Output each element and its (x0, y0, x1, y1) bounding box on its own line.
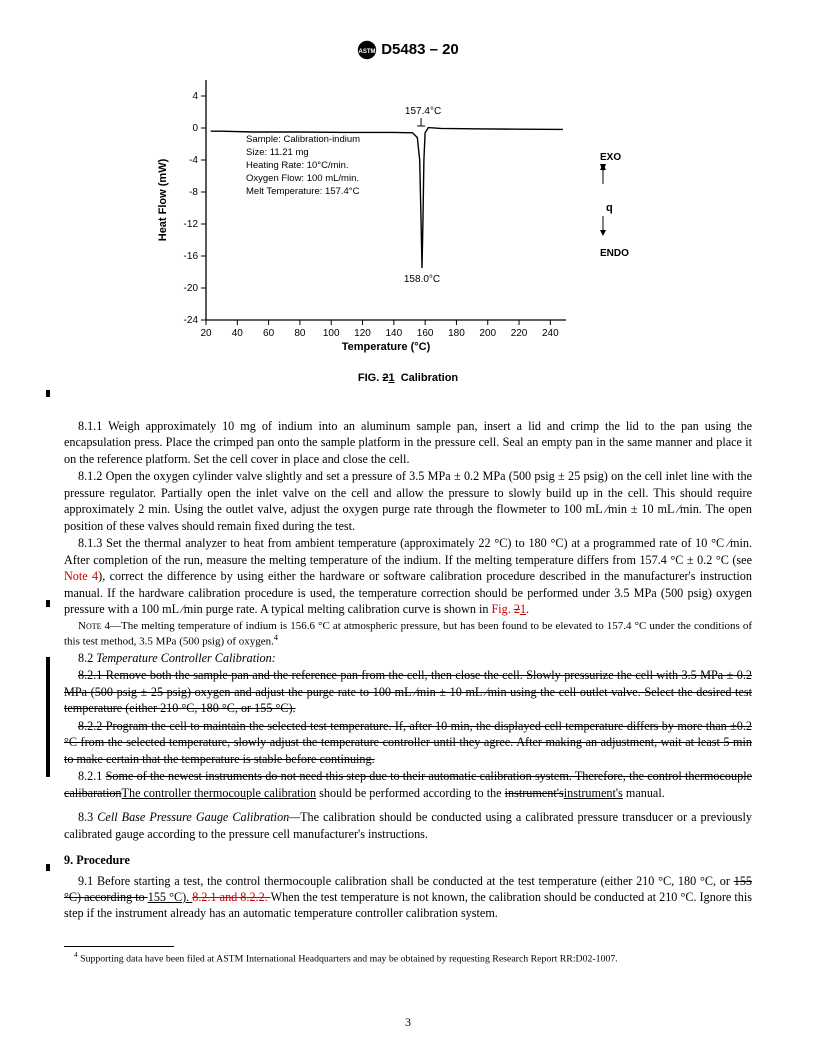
footnote-4: 4 Supporting data have been filed at AST… (64, 950, 752, 966)
para-8.2.2-old: 8.2.2 Program the cell to maintain the s… (64, 718, 752, 767)
figure-caption: FIG. 21 Calibration (64, 372, 752, 384)
para-9.1: 9.1 Before starting a test, the control … (64, 873, 752, 922)
calibration-chart: -24 -20 -16 -12 -8 -4 0 4 20 40 60 80 100 120 140 160 18… (148, 70, 668, 370)
svg-text:-24: -24 (184, 315, 199, 326)
svg-text:120: 120 (354, 328, 371, 339)
svg-text:100: 100 (323, 328, 340, 339)
svg-text:180: 180 (448, 328, 465, 339)
svg-text:-16: -16 (184, 251, 199, 262)
para-8.2.1-new: 8.2.1 Some of the newest instruments do … (64, 768, 752, 801)
svg-text:4: 4 (192, 91, 198, 102)
svg-text:158.0°C: 158.0°C (404, 274, 440, 285)
page-number: 3 (0, 1015, 816, 1030)
svg-text:Size: 11.21 mg: Size: 11.21 mg (246, 147, 309, 158)
change-bar (46, 600, 50, 607)
svg-text:-20: -20 (184, 283, 199, 294)
svg-text:q: q (606, 202, 613, 214)
svg-text:Temperature (°C): Temperature (°C) (342, 341, 431, 353)
svg-text:Melt Temperature: 157.4°C: Melt Temperature: 157.4°C (246, 186, 360, 197)
svg-text:ENDO: ENDO (600, 248, 629, 259)
svg-text:-8: -8 (189, 187, 198, 198)
svg-text:20: 20 (200, 328, 212, 339)
svg-text:EXO: EXO (600, 152, 621, 163)
para-8.2-head: 8.2 Temperature Controller Calibration: (64, 650, 752, 666)
dsc-chart-svg: -24 -20 -16 -12 -8 -4 0 4 20 40 60 80 100 120 140 160 18… (148, 70, 668, 365)
svg-text:-4: -4 (189, 155, 198, 166)
note-4: Note 4—The melting temperature of indium… (64, 619, 752, 649)
change-bar (46, 657, 50, 777)
para-8.1.3: 8.1.3 Set the thermal analyzer to heat f… (64, 535, 752, 617)
body-text: 8.1.1 Weigh approximately 10 mg of indiu… (64, 418, 752, 966)
svg-text:40: 40 (232, 328, 244, 339)
svg-text:Oxygen Flow: 100 mL/min.: Oxygen Flow: 100 mL/min. (246, 173, 359, 184)
para-8.1.2: 8.1.2 Open the oxygen cylinder valve sli… (64, 468, 752, 534)
svg-text:160: 160 (417, 328, 434, 339)
svg-text:0: 0 (192, 123, 198, 134)
change-bar (46, 390, 50, 397)
section-9-heading: 9. Procedure (64, 852, 752, 868)
svg-text:-12: -12 (184, 219, 199, 230)
para-8.2.1-old: 8.2.1 Remove both the sample pan and the… (64, 667, 752, 716)
svg-text:80: 80 (294, 328, 306, 339)
change-bar (46, 864, 50, 871)
svg-text:200: 200 (479, 328, 496, 339)
svg-text:240: 240 (542, 328, 559, 339)
svg-text:157.4°C: 157.4°C (405, 106, 441, 117)
astm-logo-icon: ASTM (357, 40, 377, 60)
svg-text:220: 220 (511, 328, 528, 339)
svg-text:140: 140 (385, 328, 402, 339)
svg-text:60: 60 (263, 328, 275, 339)
svg-text:Sample: Calibration-indium: Sample: Calibration-indium (246, 134, 360, 145)
document-header: ASTM D5483 – 20 (64, 40, 752, 60)
para-8.1.1: 8.1.1 Weigh approximately 10 mg of indiu… (64, 418, 752, 467)
footnote-rule (64, 946, 174, 947)
page: ASTM D5483 – 20 -24 -20 -16 -12 -8 -4 0 4 20 40 60… (0, 0, 816, 1056)
para-8.3: 8.3 Cell Base Pressure Gauge Calibration… (64, 809, 752, 842)
designation: D5483 – 20 (381, 41, 459, 58)
svg-text:Heat Flow (mW): Heat Flow (mW) (157, 158, 169, 241)
svg-text:Heating Rate: 10°C/min.: Heating Rate: 10°C/min. (246, 160, 349, 171)
svg-text:ASTM: ASTM (359, 49, 376, 55)
